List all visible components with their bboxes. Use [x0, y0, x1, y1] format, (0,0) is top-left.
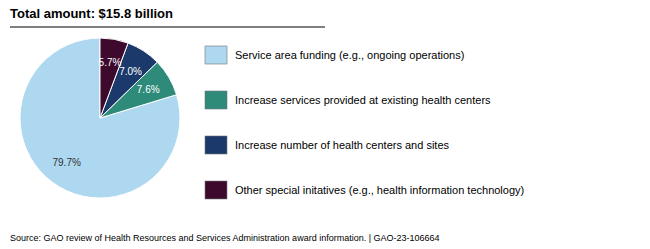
legend: Service area funding (e.g., ongoing oper… [205, 46, 524, 199]
data-label: 79.7% [52, 157, 80, 168]
data-label: 5.7% [99, 57, 122, 68]
slice [20, 38, 180, 198]
legend-label: Increase number of health centers and si… [235, 139, 450, 151]
title: Total amount: $15.8 billion [10, 6, 173, 21]
chart: Total amount: $15.8 billion 79.7% 7.6% 7.0%… [0, 0, 650, 249]
legend-label: Other special initatives (e.g., health i… [235, 184, 524, 196]
data-label: 7.0% [119, 66, 142, 77]
legend-swatch [205, 136, 227, 154]
slice [100, 38, 128, 118]
title-rule [10, 27, 325, 28]
annotation: Source: GAO review of Health Resources a… [10, 233, 440, 243]
legend-swatch [205, 91, 227, 109]
legend-swatch [205, 46, 227, 64]
pie [20, 38, 180, 198]
data-labels: 79.7% 7.6% 7.0%5.7% [52, 57, 159, 168]
data-label: 7.6% [137, 84, 160, 95]
legend-label: Increase services provided at existing h… [235, 94, 491, 106]
legend-swatch [205, 181, 227, 199]
legend-label: Service area funding (e.g., ongoing oper… [235, 49, 464, 61]
